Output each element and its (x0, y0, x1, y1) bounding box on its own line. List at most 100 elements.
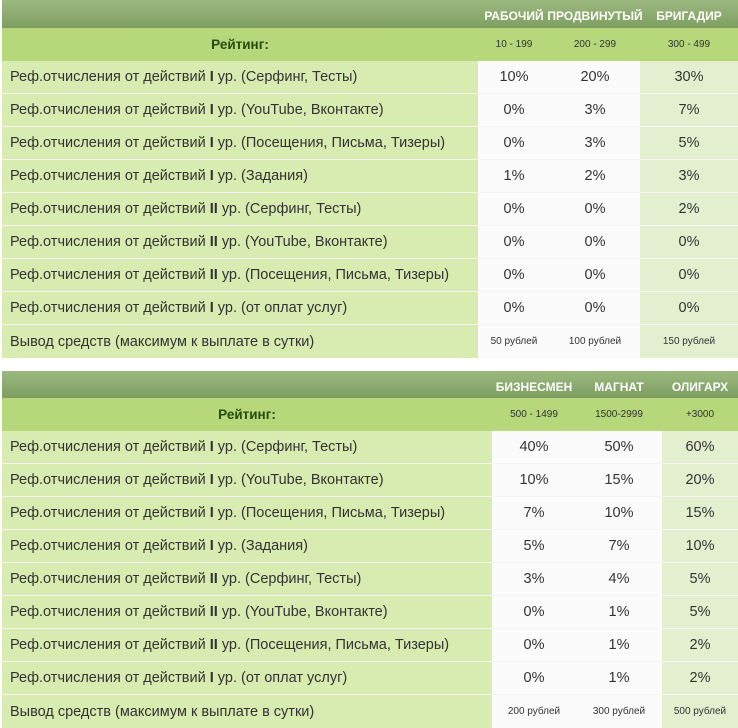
table-row: Реф.отчисления от действий I ур. (Посеще… (2, 497, 738, 530)
row-label-prefix: Реф.отчисления от действий (10, 267, 210, 283)
row-label-prefix: Реф.отчисления от действий (10, 102, 210, 118)
row-value: 0% (478, 94, 550, 126)
rating-range: 300 - 499 (667, 39, 711, 50)
table-row: Реф.отчисления от действий II ур. (YouTu… (2, 596, 738, 629)
row-value: 50% (576, 431, 662, 463)
row-label-prefix: Реф.отчисления от действий (10, 670, 210, 686)
tier-name: РАБОЧИЙ (484, 9, 544, 23)
tier-name: БРИГАДИР (656, 9, 722, 23)
row-label-level: I (209, 69, 214, 85)
row-label-level: II (209, 234, 218, 250)
row-value: 1% (576, 662, 662, 694)
row-value: 10% (662, 530, 738, 562)
rating-range: 1500-2999 (595, 409, 643, 420)
row-label-suffix: ур. (Посещения, Письма, Тизеры) (217, 267, 450, 283)
row-value: 3% (492, 563, 576, 595)
table-row: Реф.отчисления от действий II ур. (Серфи… (2, 563, 738, 596)
withdraw-value: 150 рублей (640, 325, 738, 358)
row-label: Реф.отчисления от действий I ур. (от опл… (2, 292, 478, 324)
tariff-table-premium: БИЗНЕСМЕН МАГНАТ ОЛИГАРХ Рейтинг: 500 - 1499… (2, 371, 738, 728)
row-value: 10% (576, 497, 662, 529)
row-value: 0% (478, 259, 550, 291)
row-label: Реф.отчисления от действий I ур. (Посеще… (2, 127, 478, 159)
tier-header-row: БИЗНЕСМЕН МАГНАТ ОЛИГАРХ (2, 371, 738, 398)
row-value: 0% (492, 629, 576, 661)
row-value: 0% (550, 226, 640, 258)
rating-range: 10 - 199 (495, 39, 533, 50)
rating-range: +3000 (685, 409, 715, 420)
row-label-level: II (209, 637, 218, 653)
row-label-prefix: Реф.отчисления от действий (10, 604, 210, 620)
row-value: 0% (550, 259, 640, 291)
row-value: 0% (478, 127, 550, 159)
table-row: Реф.отчисления от действий II ур. (YouTu… (2, 226, 738, 259)
withdraw-value: 300 рублей (576, 695, 662, 728)
row-label: Реф.отчисления от действий II ур. (Посещ… (2, 259, 478, 291)
withdraw-value: 100 рублей (550, 325, 640, 358)
row-label-suffix: ур. (Серфинг, Тесты) (213, 439, 358, 455)
table-row: Реф.отчисления от действий I ур. (Задани… (2, 160, 738, 193)
row-label-prefix: Реф.отчисления от действий (10, 234, 210, 250)
rating-label: Рейтинг: (211, 37, 269, 52)
row-label-suffix: ур. (Посещения, Письма, Тизеры) (213, 505, 446, 521)
row-label-level: I (209, 439, 214, 455)
row-value: 20% (550, 61, 640, 93)
tariff-table-basic: РАБОЧИЙ ПРОДВИНУТЫЙ БРИГАДИР Рейтинг: 10 - 1… (2, 0, 738, 358)
row-value: 0% (478, 292, 550, 324)
table-row: Реф.отчисления от действий I ур. (YouTub… (2, 94, 738, 127)
row-label-suffix: ур. (YouTube, Вконтакте) (217, 604, 388, 620)
rating-range: 200 - 299 (573, 39, 617, 50)
row-label-suffix: ур. (Задания) (213, 538, 308, 554)
row-value: 0% (492, 596, 576, 628)
row-value: 0% (550, 193, 640, 225)
row-value: 10% (478, 61, 550, 93)
rating-range: 500 - 1499 (510, 409, 558, 420)
withdraw-label: Вывод средств (максимум к выплате в сутк… (2, 695, 492, 728)
row-label-suffix: ур. (Посещения, Письма, Тизеры) (217, 637, 450, 653)
row-value: 0% (640, 226, 738, 258)
row-value: 3% (550, 127, 640, 159)
row-label-prefix: Реф.отчисления от действий (10, 439, 210, 455)
row-label: Реф.отчисления от действий II ур. (Серфи… (2, 193, 478, 225)
tier-header-row: РАБОЧИЙ ПРОДВИНУТЫЙ БРИГАДИР (2, 0, 738, 28)
row-value: 7% (492, 497, 576, 529)
withdraw-row: Вывод средств (максимум к выплате в сутк… (2, 325, 738, 358)
table-row: Реф.отчисления от действий I ур. (YouTub… (2, 464, 738, 497)
row-value: 15% (662, 497, 738, 529)
row-label-level: I (209, 102, 214, 118)
row-value: 0% (640, 292, 738, 324)
row-label-level: I (209, 135, 214, 151)
row-label-suffix: ур. (Посещения, Письма, Тизеры) (213, 135, 446, 151)
row-label: Реф.отчисления от действий I ур. (Серфин… (2, 61, 478, 93)
row-label: Реф.отчисления от действий I ур. (YouTub… (2, 94, 478, 126)
table-row: Реф.отчисления от действий I ур. (Серфин… (2, 61, 738, 94)
withdraw-value: 200 рублей (492, 695, 576, 728)
row-value: 1% (576, 629, 662, 661)
table-row: Реф.отчисления от действий II ур. (Серфи… (2, 193, 738, 226)
row-value: 7% (576, 530, 662, 562)
tier-name: МАГНАТ (594, 379, 644, 394)
row-value: 2% (662, 662, 738, 694)
row-label-prefix: Реф.отчисления от действий (10, 637, 210, 653)
row-label-level: II (209, 267, 218, 283)
row-label: Реф.отчисления от действий I ур. (Задани… (2, 530, 492, 562)
row-label-prefix: Реф.отчисления от действий (10, 505, 210, 521)
row-label: Реф.отчисления от действий II ур. (Серфи… (2, 563, 492, 595)
table-row: Реф.отчисления от действий II ур. (Посещ… (2, 629, 738, 662)
row-value: 0% (550, 292, 640, 324)
tier-name: БИЗНЕСМЕН (495, 379, 573, 394)
row-label-suffix: ур. (от оплат услуг) (213, 300, 348, 316)
row-value: 2% (640, 193, 738, 225)
row-value: 1% (576, 596, 662, 628)
tier-header-spacer (2, 371, 492, 398)
row-label-suffix: ур. (Серфинг, Тесты) (217, 201, 362, 217)
row-value: 3% (550, 94, 640, 126)
withdraw-value: 500 рублей (662, 695, 738, 728)
tier-name: ОЛИГАРХ (671, 379, 729, 394)
row-label-level: I (209, 670, 214, 686)
row-label-suffix: ур. (Серфинг, Тесты) (213, 69, 358, 85)
row-label-suffix: ур. (Серфинг, Тесты) (217, 571, 362, 587)
row-label: Реф.отчисления от действий I ур. (YouTub… (2, 464, 492, 496)
row-label-suffix: ур. (Задания) (213, 168, 308, 184)
row-label-level: II (209, 201, 218, 217)
